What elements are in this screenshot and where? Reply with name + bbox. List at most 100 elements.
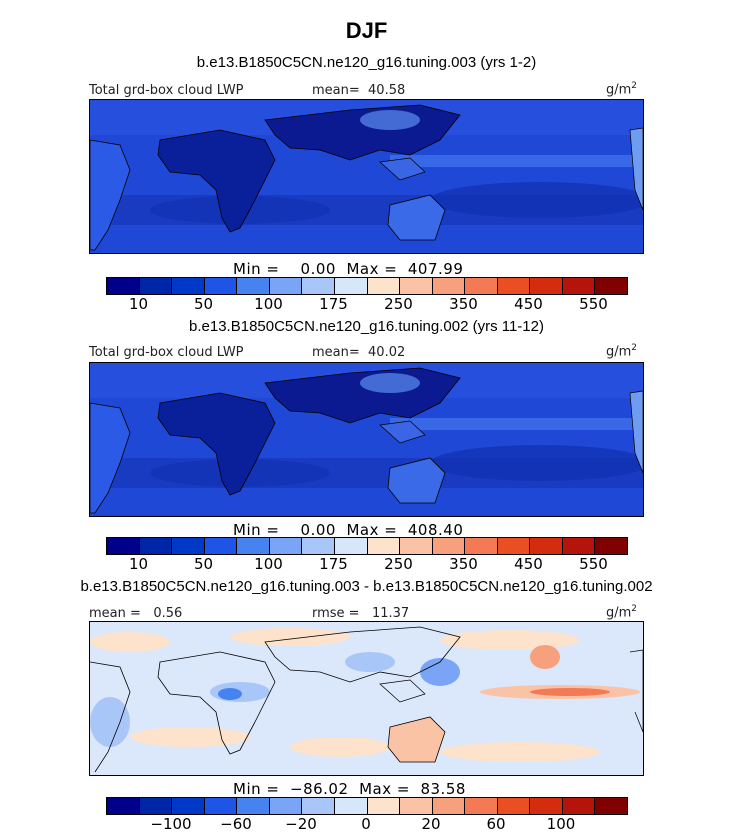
panel1-map-svg [90,100,643,253]
colorbar-cell [334,538,368,554]
colorbar-cell [237,538,270,554]
colorbar-tick-label: 50 [193,555,214,573]
colorbar-cell [595,538,627,554]
panel3-map [89,621,644,776]
colorbar-cell [367,798,401,814]
colorbar-cell [302,538,335,554]
colorbar-cell [204,798,238,814]
panel1-units-base: g/m [606,82,632,98]
colorbar-cell [595,278,627,294]
panel1-title: b.e13.B1850C5CN.ne120_g16.tuning.003 (yr… [196,54,537,71]
panel2-colorbar [106,537,628,555]
colorbar-cell [237,798,270,814]
colorbar-cell [107,538,140,554]
panel3-max-value: 83.58 [420,780,466,798]
colorbar-tick-label: 250 [384,555,413,573]
panel2-min-value: 0.00 [300,521,336,539]
panel2-map [89,362,644,517]
colorbar-cell [367,278,401,294]
colorbar-cell [302,278,335,294]
panel1-min-value: 0.00 [300,260,336,278]
colorbar-cell [107,798,140,814]
panel2-minmax: Min = 0.00 Max = 408.40 [233,521,463,539]
panel3-rmse-label: rmse = [312,606,360,621]
panel2-mean-value: 40.02 [368,345,406,360]
colorbar-cell [432,538,466,554]
panel2-max-label: Max = [346,521,398,539]
colorbar-cell [465,278,498,294]
colorbar-cell [269,538,303,554]
colorbar-cell [107,278,140,294]
colorbar-tick-label: 550 [579,555,608,573]
colorbar-tick-label: 50 [193,295,214,313]
colorbar-tick-label: 550 [579,295,608,313]
colorbar-cell [562,538,596,554]
panel3-min-label: Min = [233,780,280,798]
colorbar-cell [139,278,173,294]
panel3-map-svg [90,622,643,775]
colorbar-tick-label: 350 [449,295,478,313]
colorbar-cell [400,278,433,294]
colorbar-tick-label: −100 [150,815,192,833]
colorbar-cell [172,538,205,554]
panel3-rmse-value: 11.37 [371,606,410,621]
panel2-mean-label: mean= [312,345,360,360]
panel1-min-label: Min = [233,260,280,278]
colorbar-cell [204,278,238,294]
panel1-mean-value: 40.58 [368,83,406,98]
panel1-minmax: Min = 0.00 Max = 407.99 [233,260,463,278]
colorbar-cell [530,278,563,294]
panel3-max-label: Max = [359,780,410,798]
panel3-min-value: −86.02 [290,780,349,798]
colorbar-tick-label: 450 [514,555,543,573]
colorbar-cell [530,798,563,814]
panel1-mean: mean= 40.58 [312,83,405,98]
colorbar-cell [334,278,368,294]
panel1-map [89,99,644,254]
panel3-rmse: rmse = 11.37 [312,606,409,621]
colorbar-tick-label: 20 [421,815,441,833]
panel3-units: g/m2 [606,604,637,620]
panel1-max-label: Max = [346,260,398,278]
colorbar-tick-label: 450 [514,295,543,313]
colorbar-tick-label: 10 [128,555,149,573]
panel1-units: g/m2 [606,81,637,97]
colorbar-cell [497,798,531,814]
panel2-units-sup: 2 [631,343,638,353]
panel2-map-svg [90,363,643,516]
colorbar-cell [139,798,173,814]
colorbar-cell [237,278,270,294]
colorbar-cell [432,278,466,294]
panel2-mean: mean= 40.02 [312,345,405,360]
panel3-mean: mean = 0.56 [89,606,182,621]
panel2-units: g/m2 [606,343,637,359]
panel3-title: b.e13.B1850C5CN.ne120_g16.tuning.003 - b… [80,578,653,595]
colorbar-cell [367,538,401,554]
colorbar-cell [497,278,531,294]
colorbar-cell [400,798,433,814]
panel3-units-base: g/m [606,605,632,621]
colorbar-tick-label: 350 [449,555,478,573]
panel3-mean-label: mean = [89,606,141,621]
colorbar-tick-label: 100 [254,295,283,313]
colorbar-tick-label: 175 [319,295,348,313]
colorbar-cell [172,798,205,814]
colorbar-tick-label: 100 [254,555,283,573]
colorbar-cell [172,278,205,294]
panel1-colorbar-ticks: 10 50 100 175 250 350 450 550 [106,295,626,313]
colorbar-tick-label: 250 [384,295,413,313]
colorbar-tick-label: 10 [128,295,149,313]
panel3-minmax: Min = −86.02 Max = 83.58 [233,780,466,798]
colorbar-cell [432,798,466,814]
panel3-units-sup: 2 [631,604,638,614]
panel2-min-label: Min = [233,521,280,539]
colorbar-cell [465,538,498,554]
colorbar-tick-label: 175 [319,555,348,573]
panel1-mean-label: mean= [312,83,360,98]
panel2-max-value: 408.40 [407,521,464,539]
panel1-colorbar [106,277,628,295]
panel2-field-label: Total grd-box cloud LWP [89,345,244,360]
colorbar-cell [139,538,173,554]
panel3-colorbar [106,797,628,815]
panel2-units-base: g/m [606,344,632,360]
